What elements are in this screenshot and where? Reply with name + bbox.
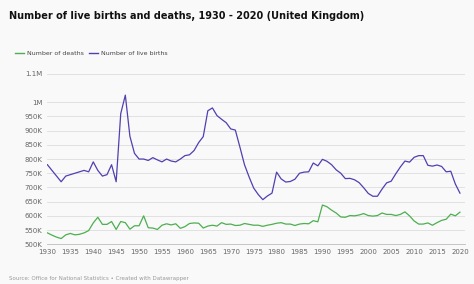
Text: Number of live births and deaths, 1930 - 2020 (United Kingdom): Number of live births and deaths, 1930 -… bbox=[9, 11, 365, 21]
Legend: Number of deaths, Number of live births: Number of deaths, Number of live births bbox=[13, 49, 170, 59]
Text: Source: Office for National Statistics • Created with Datawrapper: Source: Office for National Statistics •… bbox=[9, 276, 189, 281]
